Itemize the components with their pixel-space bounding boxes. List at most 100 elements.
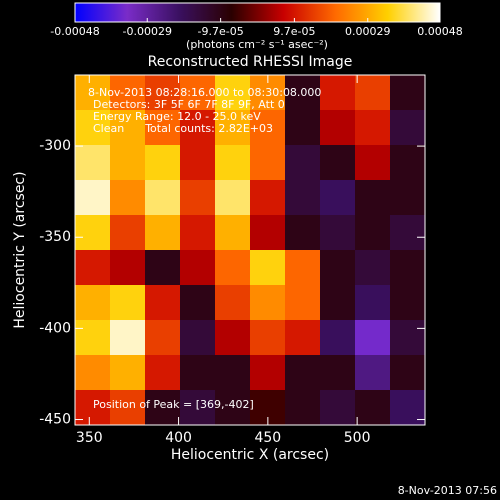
heatmap-cell	[355, 215, 391, 251]
heatmap-cell	[320, 355, 356, 391]
heatmap-cell	[285, 215, 321, 251]
heatmap-cell	[320, 285, 356, 321]
heatmap-cell	[390, 320, 426, 356]
heatmap-cell	[110, 320, 146, 356]
heatmap-cell	[320, 215, 356, 251]
x-tick-label: 450	[254, 430, 281, 446]
heatmap-cell	[355, 250, 391, 286]
heatmap-cell	[145, 110, 181, 146]
heatmap-cell	[285, 355, 321, 391]
heatmap-cell	[215, 75, 251, 111]
heatmap-cell	[355, 355, 391, 391]
colorbar-tick-label: -0.00048	[50, 25, 99, 38]
chart-title: Reconstructed RHESSI Image	[148, 54, 353, 70]
heatmap-cell	[180, 75, 216, 111]
heatmap-cell	[250, 110, 286, 146]
heatmap-cell	[390, 390, 426, 426]
heatmap-cell	[180, 145, 216, 181]
heatmap-cell	[390, 215, 426, 251]
y-tick-label: -300	[39, 138, 71, 154]
heatmap-cell	[320, 180, 356, 216]
heatmap-cell	[285, 75, 321, 111]
heatmap-cell	[250, 250, 286, 286]
colorbar-tick-label: -9.7e-05	[198, 25, 244, 38]
heatmap-cell	[75, 180, 111, 216]
heatmap-cell	[180, 215, 216, 251]
heatmap-cell	[215, 390, 251, 426]
annotation: Detectors: 3F 5F 6F 7F 8F 9F, Att 0	[93, 98, 285, 111]
heatmap-cell	[390, 145, 426, 181]
colorbar-tick-label: 0.00048	[417, 25, 463, 38]
heatmap-cell	[390, 180, 426, 216]
heatmap-cell	[355, 390, 391, 426]
heatmap-cell	[215, 250, 251, 286]
heatmap-cell	[285, 110, 321, 146]
annotation: Energy Range: 12.0 - 25.0 keV	[93, 110, 261, 123]
heatmap-cell	[250, 180, 286, 216]
heatmap-cell	[390, 250, 426, 286]
heatmap-cell	[145, 250, 181, 286]
heatmap-cell	[390, 285, 426, 321]
heatmap-cell	[75, 75, 111, 111]
heatmap-cell	[320, 250, 356, 286]
heatmap-cell	[215, 145, 251, 181]
heatmap-cell	[110, 390, 146, 426]
x-tick-label: 400	[165, 430, 192, 446]
heatmap-cell	[320, 75, 356, 111]
heatmap-cell	[75, 215, 111, 251]
heatmap-cell	[285, 285, 321, 321]
heatmap-cell	[355, 145, 391, 181]
heatmap-cell	[110, 285, 146, 321]
heatmap-cell	[285, 145, 321, 181]
heatmap-cell	[215, 180, 251, 216]
colorbar-tick-label: 9.7e-05	[273, 25, 315, 38]
heatmap-cell	[145, 145, 181, 181]
heatmap-cell	[390, 355, 426, 391]
heatmap-cell	[180, 285, 216, 321]
heatmap-cell	[180, 390, 216, 426]
heatmap-cell	[390, 110, 426, 146]
heatmap-cell	[355, 320, 391, 356]
heatmap-cell	[110, 75, 146, 111]
heatmap-cell	[320, 145, 356, 181]
heatmap-cell	[110, 215, 146, 251]
colorbar	[74, 2, 441, 23]
heatmap-cell	[75, 145, 111, 181]
heatmap-cell	[285, 180, 321, 216]
heatmap-cell	[110, 145, 146, 181]
heatmap-cell	[250, 285, 286, 321]
heatmap-cell	[390, 75, 426, 111]
heatmap-cell	[215, 320, 251, 356]
heatmap-cell	[180, 110, 216, 146]
y-tick-label: -450	[39, 412, 71, 428]
heatmap-cell	[75, 320, 111, 356]
y-tick-label: -350	[39, 229, 71, 245]
heatmap-cell	[355, 285, 391, 321]
heatmap-cell	[145, 285, 181, 321]
footer: 8-Nov-2013 07:56	[398, 484, 497, 497]
x-axis-label: Heliocentric X (arcsec)	[171, 447, 329, 463]
colorbar-label: (photons cm⁻² s⁻¹ asec⁻²)	[186, 38, 328, 51]
heatmap-cell	[75, 285, 111, 321]
heatmap-cell	[145, 215, 181, 251]
heatmap-cell	[145, 180, 181, 216]
heatmap-cell	[75, 110, 111, 146]
y-axis-label: Heliocentric Y (arcsec)	[12, 171, 28, 328]
heatmap-cell	[250, 320, 286, 356]
heatmap-cell	[285, 250, 321, 286]
heatmap-cell	[145, 75, 181, 111]
heatmap-cell	[110, 110, 146, 146]
heatmap-cell	[250, 355, 286, 391]
heatmap-cell	[285, 320, 321, 356]
heatmap-cell	[180, 355, 216, 391]
heatmap-cell	[145, 320, 181, 356]
annotation: Position of Peak = [369,-402]	[93, 398, 254, 411]
heatmap-cell	[180, 180, 216, 216]
x-tick-label: 350	[76, 430, 103, 446]
heatmap-cell	[320, 110, 356, 146]
annotation: 8-Nov-2013 08:28:16.000 to 08:30:08.000	[88, 86, 321, 99]
heatmap-cell	[355, 110, 391, 146]
heatmap-cell	[75, 355, 111, 391]
heatmap-cell	[110, 180, 146, 216]
heatmap-cell	[215, 285, 251, 321]
